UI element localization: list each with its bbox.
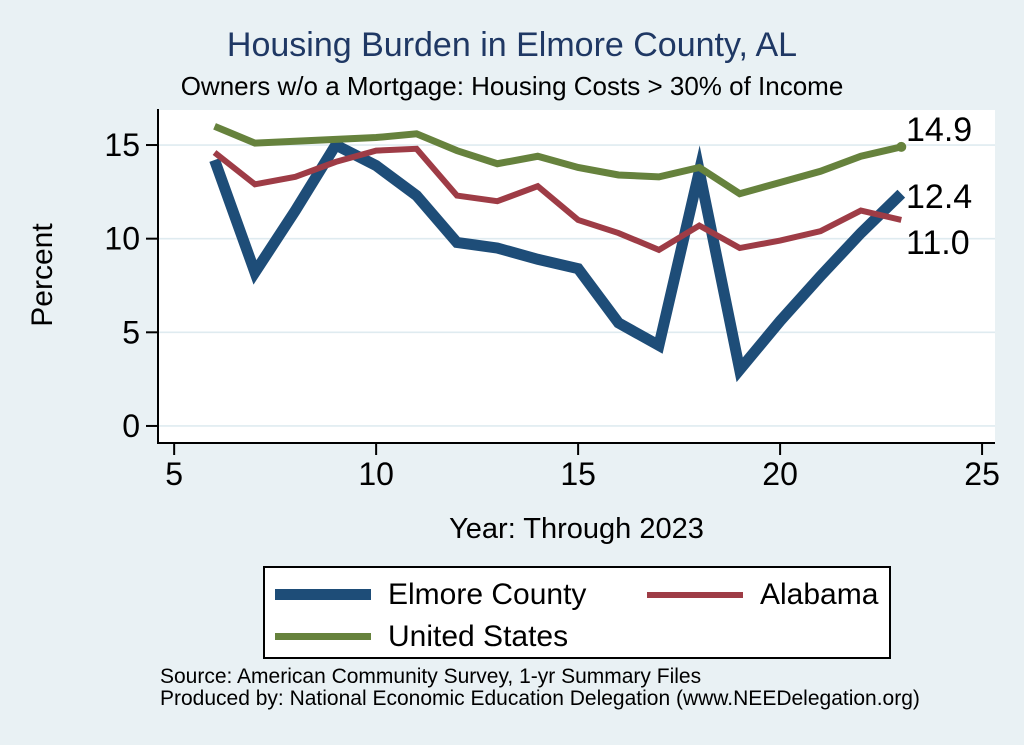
source-line: Source: American Community Survey, 1-yr … (160, 665, 702, 688)
y-tick-label-15: 15 (104, 127, 140, 163)
end-label-elmore-county: 12.4 (906, 178, 973, 216)
x-tick-label-10: 10 (358, 456, 394, 492)
legend-label-united-states: United States (388, 619, 569, 653)
united-states-line-swatch-icon (275, 633, 371, 640)
legend-item-alabama: Alabama (647, 575, 889, 614)
source-note: Source: American Community Survey, 1-yr … (160, 666, 920, 709)
end-marker-dot-united-states (896, 141, 907, 152)
series-line-alabama (212, 145, 902, 254)
y-axis-title: Percent (26, 223, 59, 327)
series-line-elmore-county (209, 137, 906, 383)
chart-title: Housing Burden in Elmore County, AL (226, 26, 798, 64)
legend: Elmore County Alabama United States (263, 566, 891, 659)
x-tick-label-15: 15 (560, 456, 596, 492)
end-label-united-states: 14.9 (906, 111, 973, 149)
plot-background (158, 110, 995, 443)
legend-label-elmore-county: Elmore County (388, 577, 587, 611)
y-tick-label-5: 5 (122, 314, 140, 350)
chart-subtitle: Owners w/o a Mortgage: Housing Costs > 3… (180, 71, 844, 101)
producer-line: Produced by: National Economic Education… (160, 686, 920, 710)
y-tick-label-10: 10 (104, 221, 140, 257)
legend-item-elmore-county: Elmore County (275, 575, 647, 614)
series-line-united-states (213, 123, 903, 198)
y-tick-label-0: 0 (122, 408, 140, 444)
legend-item-united-states: United States (275, 617, 647, 656)
x-tick-label-25: 25 (964, 456, 1000, 492)
x-tick-label-20: 20 (762, 456, 798, 492)
legend-grid: Elmore County Alabama United States (265, 568, 889, 656)
legend-label-alabama: Alabama (760, 577, 879, 611)
x-tick-label-5: 5 (165, 456, 183, 492)
elmore-county-line-swatch-icon (275, 589, 371, 600)
x-axis-title: Year: Through 2023 (449, 513, 704, 545)
alabama-line-swatch-icon (647, 591, 743, 598)
end-label-alabama: 11.0 (906, 224, 970, 262)
